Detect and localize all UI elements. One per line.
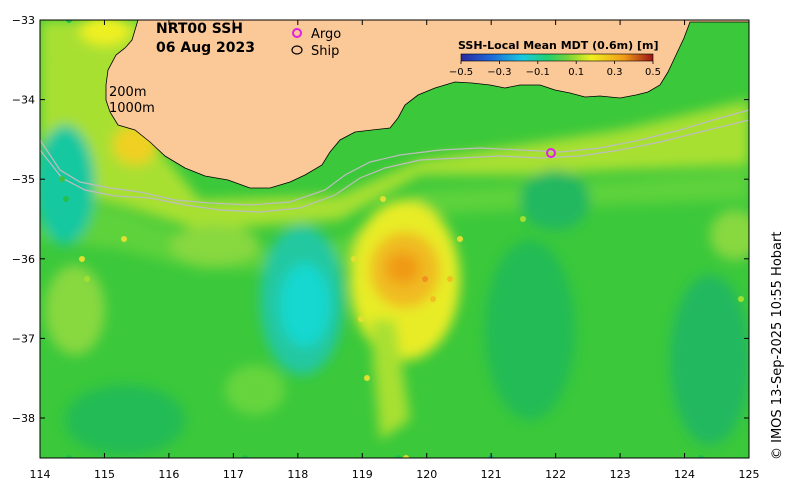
- y-tick-label: −33: [12, 14, 35, 27]
- y-tick-label: −36: [12, 253, 35, 266]
- y-tick-label: −35: [12, 173, 35, 186]
- x-tick-label: 114: [30, 468, 51, 481]
- drifter-marker: [242, 455, 248, 458]
- x-tick-label: 115: [94, 468, 115, 481]
- colorbar-tick-label: −0.5: [449, 67, 473, 78]
- cold-eddy-core: [280, 263, 330, 347]
- x-tick-label: 119: [352, 468, 373, 481]
- x-tick-label: 123: [610, 468, 631, 481]
- patch-d: [65, 385, 185, 455]
- x-tick-label: 118: [287, 468, 308, 481]
- patch-g: [710, 210, 749, 260]
- drifter-marker: [430, 296, 436, 302]
- x-tick-label: 124: [674, 468, 695, 481]
- ship-legend-icon: [291, 45, 303, 55]
- x-axis: 114 115 116 117 118 119 120 121 122 123 124 125: [30, 20, 760, 481]
- drifter-marker: [447, 276, 453, 282]
- patch-h: [225, 365, 285, 415]
- patch-a: [520, 170, 590, 230]
- argo-legend-label: Argo: [311, 27, 341, 42]
- colorbar-tick-label: 0.1: [568, 67, 584, 78]
- isobath-label-1000m: 1000m: [109, 101, 155, 116]
- map-title-date: 06 Aug 2023: [156, 40, 255, 56]
- drifter-marker: [121, 236, 127, 242]
- patch-c: [670, 275, 749, 445]
- isobath-200m: [40, 109, 749, 206]
- x-tick-label: 120: [416, 468, 437, 481]
- drifter-marker: [698, 455, 704, 458]
- drifter-marker: [457, 236, 463, 242]
- y-tick-label: −37: [12, 332, 35, 345]
- land: [40, 20, 749, 189]
- x-tick-label: 121: [481, 468, 502, 481]
- drifter-marker: [403, 455, 409, 458]
- y-tick-label: −38: [12, 412, 35, 425]
- drifter-marker: [738, 296, 744, 302]
- drifter-marker: [380, 196, 386, 202]
- drifter-marker: [66, 455, 72, 458]
- drifter-marker: [66, 20, 72, 23]
- drifter-marker: [364, 375, 370, 381]
- colorbar-ticks: −0.5 −0.3 −0.1 0.1 0.3 0.5: [449, 61, 661, 78]
- drifter-marker: [395, 455, 401, 458]
- drifter-marker: [63, 196, 69, 202]
- colorbar-tick-label: 0.3: [607, 67, 623, 78]
- drifter-marker: [79, 256, 85, 262]
- y-axis: −33 −34 −35 −36 −37 −38: [12, 14, 749, 425]
- ship-legend-label: Ship: [311, 44, 339, 59]
- argo-legend-icon: [292, 28, 302, 38]
- patch-e: [45, 265, 105, 355]
- drifter-marker: [84, 276, 90, 282]
- x-tick-label: 116: [158, 468, 179, 481]
- drifter-marker: [422, 276, 428, 282]
- drifter-marker: [48, 57, 54, 63]
- patch-i: [80, 20, 130, 45]
- ssh-field: [40, 20, 749, 458]
- colorbar-title: SSH-Local Mean MDT (0.6m) [m]: [458, 39, 658, 52]
- argo-marker: [546, 148, 556, 158]
- isobath-1000m: [40, 119, 749, 213]
- west-eddy: [40, 125, 95, 245]
- y-tick-label: −34: [12, 94, 35, 107]
- colorbar-tick-label: −0.1: [526, 67, 550, 78]
- patch-b: [485, 240, 575, 420]
- isobath-label-200m: 200m: [109, 85, 146, 100]
- x-tick-label: 125: [739, 468, 760, 481]
- warm-tail: [370, 320, 410, 440]
- patch-f: [170, 225, 260, 265]
- drifter-markers: [48, 20, 744, 458]
- drifter-marker: [59, 176, 65, 182]
- drifter-marker: [358, 316, 364, 322]
- colorbar: [460, 53, 654, 62]
- warm-eddy-core: [386, 252, 420, 284]
- x-tick-label: 122: [545, 468, 566, 481]
- drifter-marker: [520, 216, 526, 222]
- map-title-product: NRT00 SSH: [156, 21, 243, 37]
- drifter-marker: [351, 256, 357, 262]
- plot-frame: [39, 19, 750, 459]
- credit-text: © IMOS 13-Sep-2025 10:55 Hobart: [770, 232, 785, 460]
- colorbar-tick-label: 0.5: [645, 67, 661, 78]
- x-tick-label: 117: [223, 468, 244, 481]
- colorbar-tick-label: −0.3: [487, 67, 511, 78]
